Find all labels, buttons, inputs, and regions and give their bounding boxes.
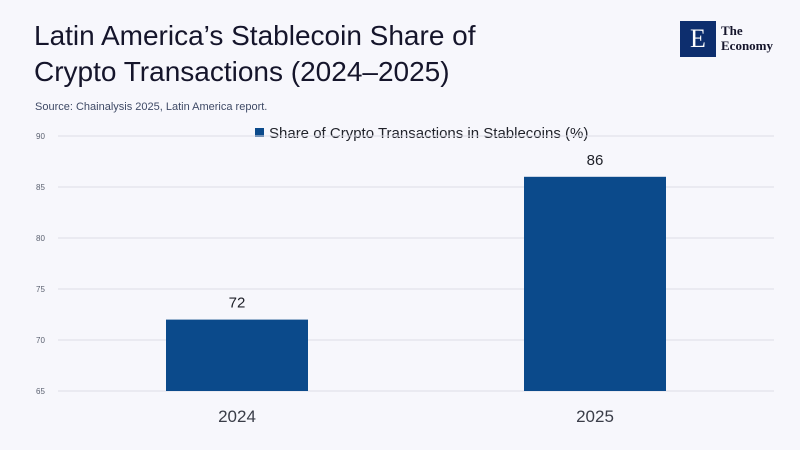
- data-label-2025: 86: [587, 152, 604, 169]
- chart-title: Latin America’s Stablecoin Share of Cryp…: [34, 18, 476, 90]
- logo-wordmark: The Economy: [721, 23, 785, 53]
- bars: [166, 176, 666, 391]
- chart-title-line-1: Latin America’s Stablecoin Share of: [34, 20, 476, 51]
- x-tick-label-2025: 2025: [576, 407, 614, 426]
- chart-title-line-2: Crypto Transactions (2024–2025): [34, 56, 450, 87]
- bar-2025: [524, 176, 666, 391]
- source-note: Source: Chainalysis 2025, Latin America …: [35, 101, 268, 113]
- x-axis-ticks: 2024 2025: [218, 407, 614, 426]
- y-axis-ticks: 65 70 75 80 85 90: [36, 132, 45, 396]
- logo-mark: E: [680, 21, 716, 57]
- chart-legend: Share of Crypto Transactions in Stableco…: [255, 126, 588, 142]
- y-tick-label-85: 85: [36, 183, 45, 192]
- bar-2024: [166, 319, 308, 391]
- logo-word-economy: Economy: [721, 38, 773, 53]
- logo-word-the: The: [721, 23, 743, 38]
- data-labels: 72 86: [229, 152, 604, 312]
- y-tick-label-90: 90: [36, 132, 45, 141]
- the-economy-logo: E The Economy: [680, 21, 784, 57]
- gridlines: [58, 135, 774, 392]
- y-tick-label-75: 75: [36, 285, 45, 294]
- y-tick-label-80: 80: [36, 234, 45, 243]
- y-tick-label-65: 65: [36, 387, 45, 396]
- legend-swatch: [255, 128, 264, 137]
- legend-label: Share of Crypto Transactions in Stableco…: [269, 125, 589, 142]
- x-tick-label-2024: 2024: [218, 407, 256, 426]
- y-tick-label-70: 70: [36, 336, 45, 345]
- data-label-2024: 72: [229, 295, 246, 312]
